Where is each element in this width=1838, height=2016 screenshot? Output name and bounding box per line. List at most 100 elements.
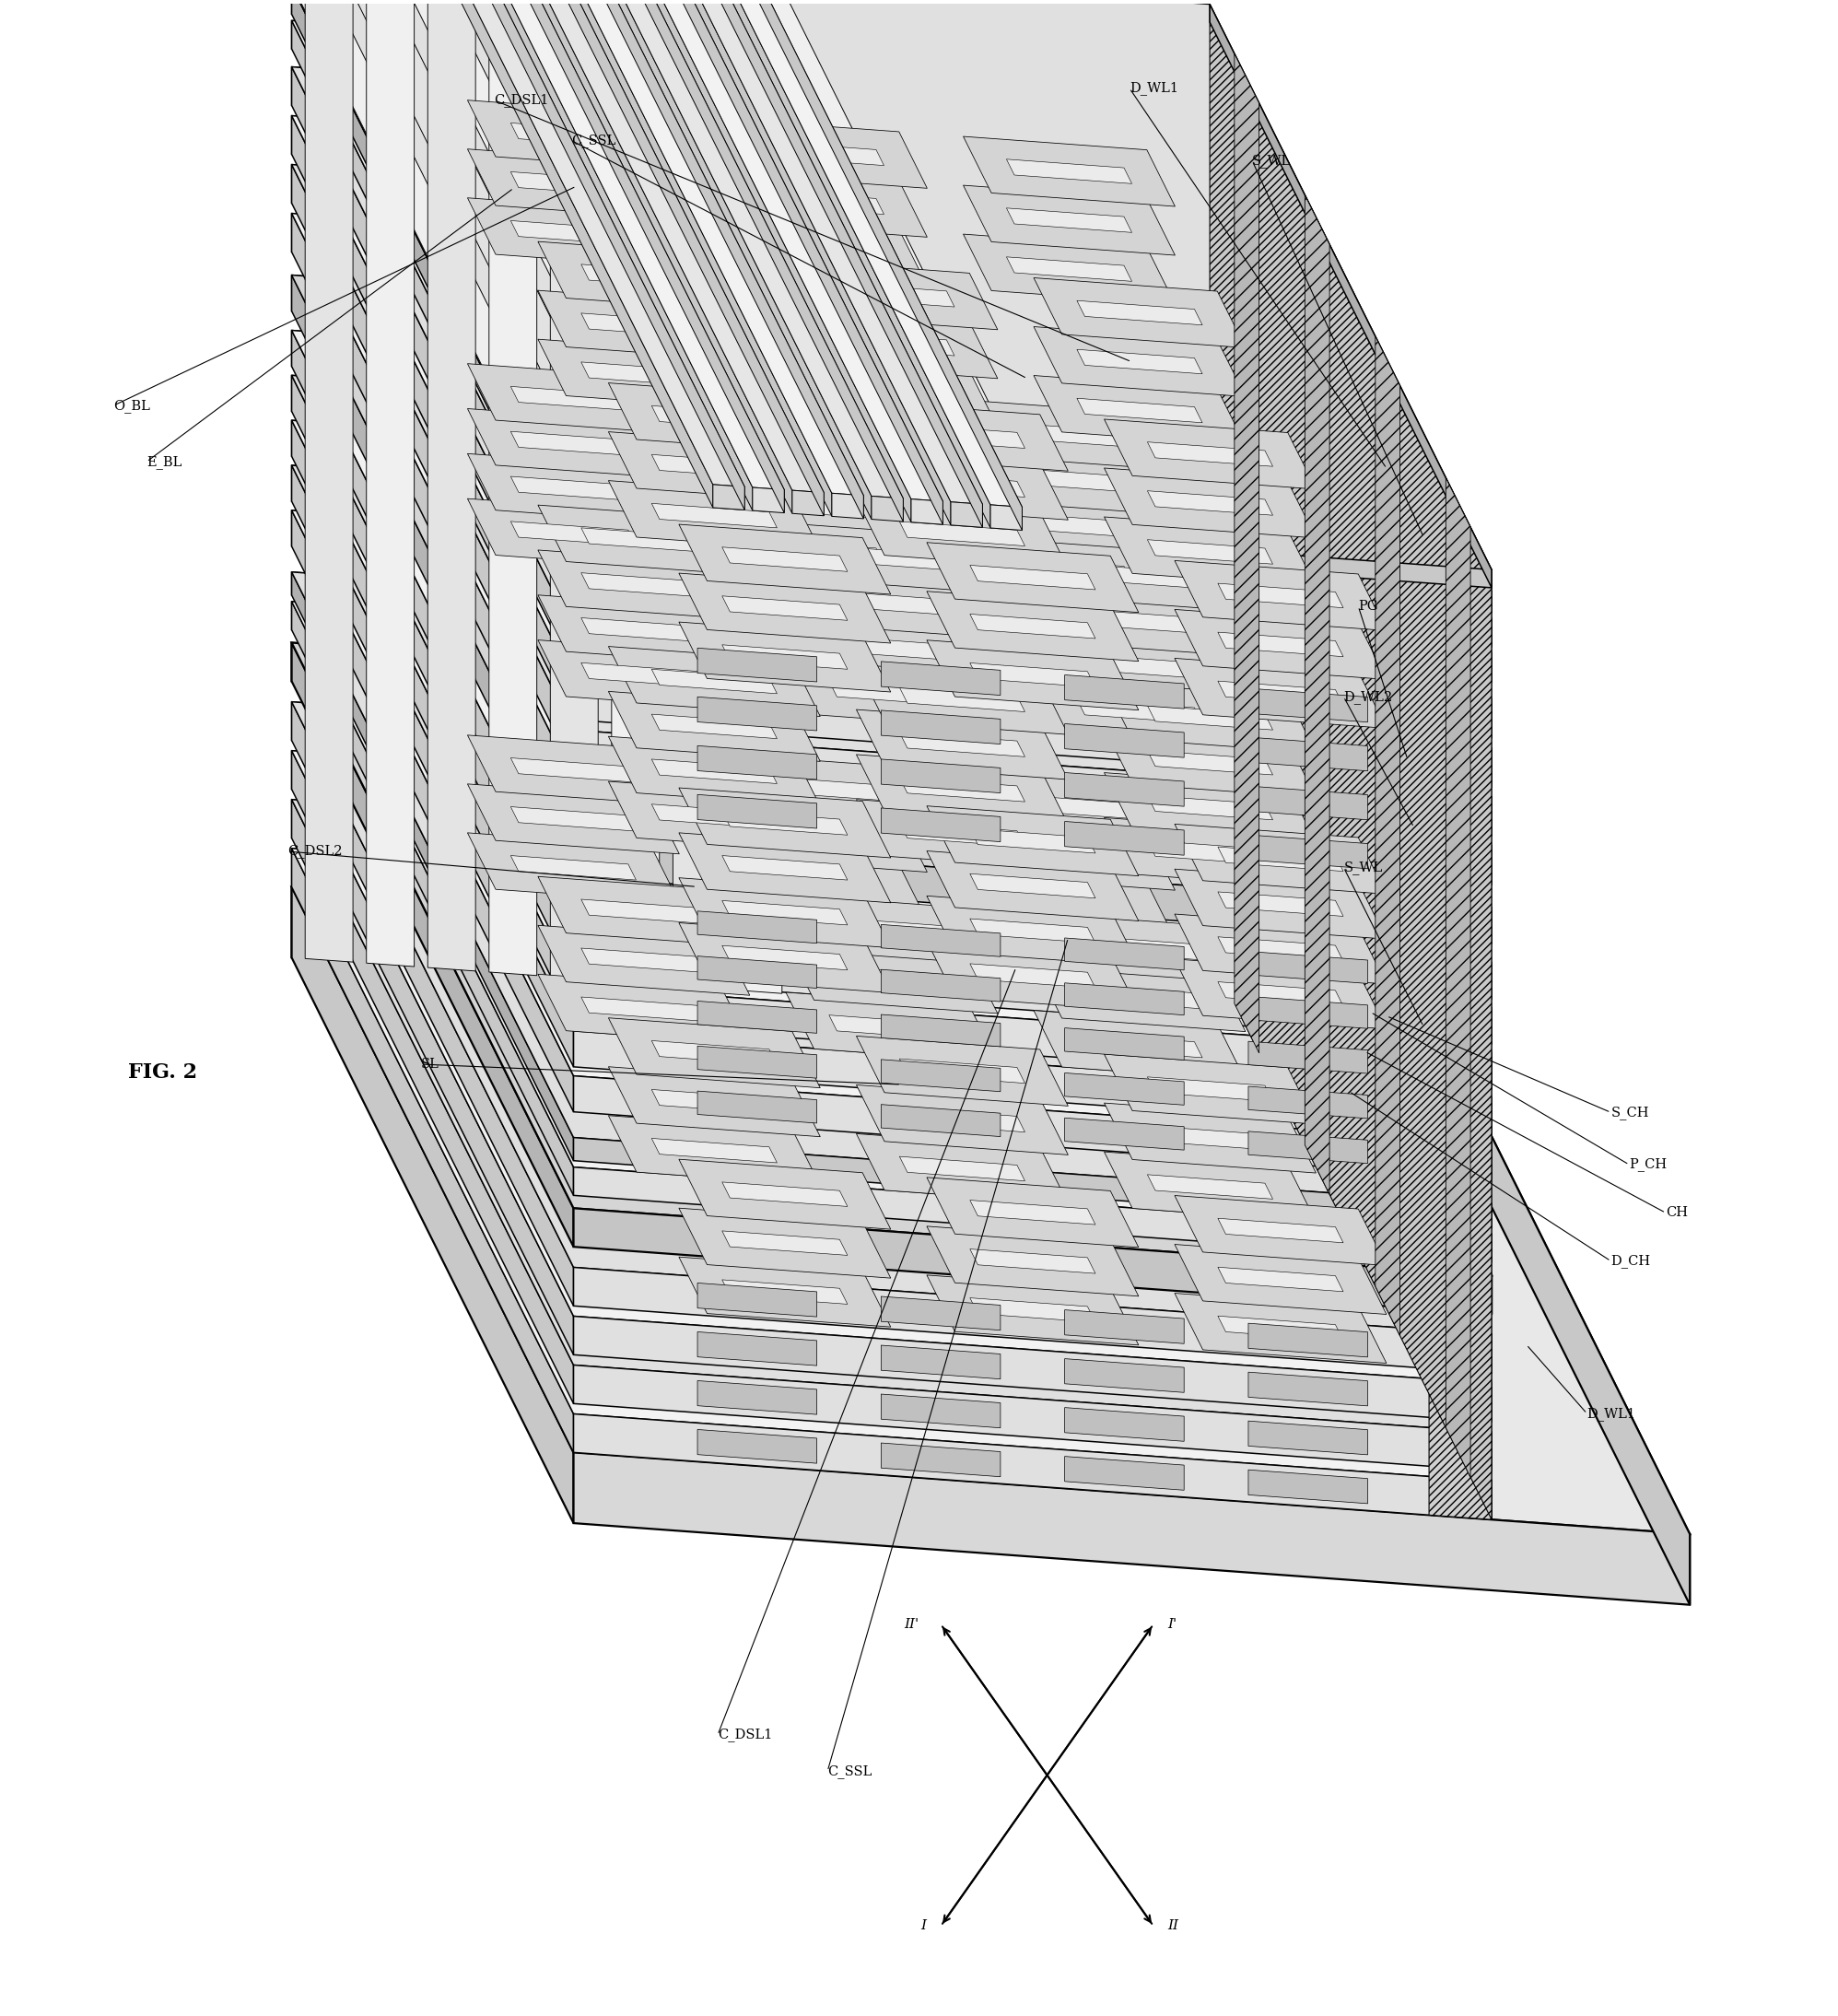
Polygon shape bbox=[829, 966, 954, 990]
Polygon shape bbox=[292, 800, 1492, 1431]
Polygon shape bbox=[1174, 609, 1386, 679]
Polygon shape bbox=[857, 710, 1068, 780]
Polygon shape bbox=[292, 573, 1492, 1206]
Polygon shape bbox=[1147, 540, 1272, 564]
Polygon shape bbox=[1209, 133, 1492, 738]
Polygon shape bbox=[573, 681, 1492, 786]
Polygon shape bbox=[573, 986, 1492, 1089]
Polygon shape bbox=[980, 1264, 1129, 1351]
Polygon shape bbox=[652, 714, 777, 738]
Polygon shape bbox=[970, 1200, 1095, 1224]
Polygon shape bbox=[880, 1395, 1000, 1427]
Polygon shape bbox=[1033, 375, 1246, 446]
Polygon shape bbox=[1105, 419, 1316, 490]
Text: I: I bbox=[921, 1919, 926, 1931]
Polygon shape bbox=[669, 0, 983, 504]
Polygon shape bbox=[678, 623, 891, 691]
Polygon shape bbox=[1105, 683, 1316, 752]
Polygon shape bbox=[428, 0, 476, 972]
Polygon shape bbox=[715, 119, 926, 187]
Polygon shape bbox=[652, 669, 777, 694]
Polygon shape bbox=[652, 470, 801, 556]
Polygon shape bbox=[511, 397, 662, 484]
Polygon shape bbox=[581, 264, 706, 288]
Polygon shape bbox=[722, 645, 847, 669]
Polygon shape bbox=[1105, 728, 1316, 798]
Polygon shape bbox=[1248, 738, 1367, 770]
Polygon shape bbox=[857, 754, 1068, 825]
Polygon shape bbox=[970, 829, 1095, 853]
Polygon shape bbox=[787, 613, 998, 683]
Polygon shape bbox=[1026, 569, 1174, 657]
Polygon shape bbox=[838, 1030, 989, 1117]
Polygon shape bbox=[292, 800, 573, 1403]
Polygon shape bbox=[768, 889, 917, 976]
Polygon shape bbox=[292, 0, 1209, 22]
Polygon shape bbox=[722, 1232, 847, 1256]
Polygon shape bbox=[1077, 399, 1202, 423]
Polygon shape bbox=[1165, 718, 1316, 804]
Polygon shape bbox=[926, 1177, 1138, 1248]
Polygon shape bbox=[1237, 814, 1386, 901]
Polygon shape bbox=[1165, 554, 1316, 643]
Polygon shape bbox=[608, 383, 820, 454]
Polygon shape bbox=[292, 375, 573, 978]
Polygon shape bbox=[371, 0, 691, 486]
Polygon shape bbox=[539, 290, 750, 361]
Polygon shape bbox=[467, 198, 680, 268]
Polygon shape bbox=[787, 569, 998, 639]
Polygon shape bbox=[673, 0, 720, 990]
Polygon shape bbox=[1209, 442, 1492, 1044]
Polygon shape bbox=[1026, 224, 1174, 310]
Polygon shape bbox=[697, 698, 816, 730]
Polygon shape bbox=[292, 20, 1492, 653]
Polygon shape bbox=[573, 1137, 1492, 1228]
Polygon shape bbox=[1095, 903, 1246, 990]
Text: SL: SL bbox=[421, 1058, 439, 1070]
Text: C_DSL2: C_DSL2 bbox=[287, 845, 342, 859]
Polygon shape bbox=[467, 736, 680, 804]
Polygon shape bbox=[1105, 772, 1316, 843]
Polygon shape bbox=[652, 804, 777, 829]
Polygon shape bbox=[581, 962, 732, 1050]
Text: E_BL: E_BL bbox=[147, 456, 182, 468]
Polygon shape bbox=[1026, 907, 1174, 994]
Polygon shape bbox=[511, 0, 792, 514]
Polygon shape bbox=[829, 917, 954, 941]
Polygon shape bbox=[722, 560, 873, 649]
Polygon shape bbox=[838, 931, 989, 1020]
Polygon shape bbox=[1209, 488, 1492, 1089]
Polygon shape bbox=[1237, 647, 1386, 736]
Polygon shape bbox=[292, 573, 1209, 663]
Polygon shape bbox=[292, 214, 1492, 847]
Polygon shape bbox=[697, 794, 816, 829]
Polygon shape bbox=[950, 502, 983, 528]
Polygon shape bbox=[722, 821, 873, 909]
Polygon shape bbox=[292, 466, 573, 1066]
Polygon shape bbox=[652, 419, 801, 508]
Polygon shape bbox=[857, 498, 1068, 569]
Polygon shape bbox=[607, 0, 926, 502]
Polygon shape bbox=[1095, 621, 1246, 708]
Polygon shape bbox=[312, 0, 632, 482]
Polygon shape bbox=[838, 883, 989, 972]
Polygon shape bbox=[511, 89, 662, 175]
Polygon shape bbox=[511, 724, 662, 810]
Polygon shape bbox=[511, 123, 636, 147]
Polygon shape bbox=[1147, 796, 1272, 821]
Polygon shape bbox=[1237, 903, 1386, 990]
Polygon shape bbox=[838, 647, 989, 734]
Polygon shape bbox=[838, 347, 989, 433]
Polygon shape bbox=[652, 1105, 801, 1191]
Polygon shape bbox=[910, 536, 1059, 623]
Polygon shape bbox=[292, 165, 1209, 270]
Polygon shape bbox=[292, 214, 573, 818]
Polygon shape bbox=[1095, 1000, 1246, 1087]
Polygon shape bbox=[980, 841, 1129, 927]
Polygon shape bbox=[829, 331, 954, 355]
Polygon shape bbox=[1105, 1151, 1316, 1222]
Polygon shape bbox=[722, 956, 873, 1042]
Polygon shape bbox=[511, 821, 662, 909]
Polygon shape bbox=[573, 587, 1492, 681]
Polygon shape bbox=[838, 603, 989, 689]
